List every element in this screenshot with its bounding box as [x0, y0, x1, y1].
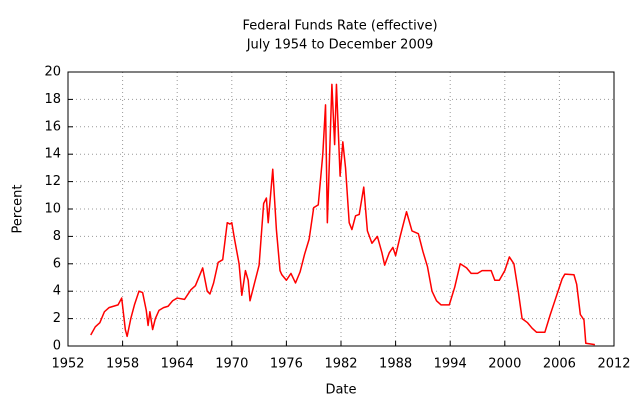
x-tick-label: 2012: [597, 357, 630, 372]
chart-title: Federal Funds Rate (effective): [242, 19, 437, 34]
x-axis-label: Date: [325, 383, 356, 398]
x-tick-label: 1970: [215, 357, 248, 372]
y-tick-label: 6: [53, 256, 61, 271]
x-tick-label: 1976: [270, 357, 303, 372]
x-tick-label: 1982: [324, 357, 357, 372]
x-tick-label: 2000: [488, 357, 521, 372]
series-line: [90, 83, 596, 346]
y-tick-label: 10: [44, 202, 61, 217]
y-axis-label: Percent: [11, 185, 26, 234]
y-tick-label: 8: [53, 229, 61, 244]
x-tick-label: 2006: [543, 357, 576, 372]
x-tick-label: 1952: [51, 357, 84, 372]
chart-subtitle: July 1954 to December 2009: [246, 38, 434, 53]
y-tick-label: 20: [44, 65, 61, 80]
x-tick-label: 1994: [434, 357, 467, 372]
y-tick-label: 2: [53, 311, 61, 326]
y-tick-label: 12: [44, 174, 61, 189]
y-tick-label: 0: [53, 339, 61, 354]
y-tick-label: 4: [53, 284, 61, 299]
x-tick-label: 1958: [106, 357, 139, 372]
y-tick-label: 14: [44, 147, 61, 162]
x-tick-label: 1988: [379, 357, 412, 372]
y-tick-label: 18: [44, 92, 61, 107]
y-tick-label: 16: [44, 119, 61, 134]
x-tick-label: 1964: [161, 357, 194, 372]
plot-frame: [67, 71, 615, 347]
